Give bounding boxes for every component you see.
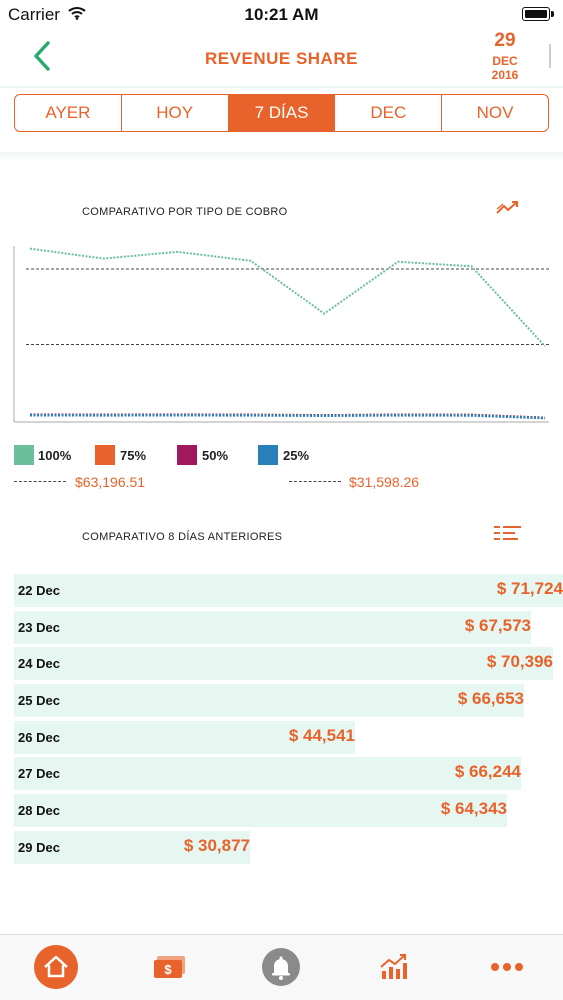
day-label: 28 Dec [18, 803, 60, 818]
bell-icon [262, 948, 300, 986]
day-label: 22 Dec [18, 583, 60, 598]
battery-icon [522, 7, 554, 21]
legend-swatch-100 [14, 445, 34, 465]
reference-line-key-1 [14, 481, 66, 482]
tab-home[interactable] [34, 945, 78, 989]
tab-ayer[interactable]: AYER [15, 95, 122, 131]
day-row[interactable]: 24 Dec $ 70,396 [14, 647, 553, 680]
reference-value-1: $63,196.51 [75, 474, 146, 490]
day-value: $ 66,653 [457, 689, 524, 708]
day-label: 24 Dec [18, 656, 60, 671]
day-bar [14, 611, 531, 644]
day-label: 23 Dec [18, 620, 60, 635]
day-value: $ 64,343 [440, 799, 507, 818]
tab-dec[interactable]: DEC [335, 95, 443, 131]
header-divider [549, 44, 551, 68]
day-label: 26 Dec [18, 730, 60, 745]
list-sort-icon[interactable] [494, 525, 522, 541]
back-chevron-icon[interactable] [30, 40, 54, 72]
tab-more[interactable] [485, 945, 529, 989]
tab-nov[interactable]: NOV [476, 103, 514, 122]
day-bar [14, 647, 553, 680]
day-value: $ 30,877 [183, 836, 250, 855]
list-section-title: COMPARATIVO 8 DÍAS ANTERIORES [82, 531, 283, 543]
date-month[interactable]: DEC [492, 54, 518, 68]
period-segmented-control: AYER HOY 7 DÍAS DEC NOV [14, 94, 549, 132]
series-line-25 [29, 413, 546, 420]
day-bar [14, 794, 507, 827]
date-year[interactable]: 2016 [491, 68, 519, 82]
legend-swatch-75 [95, 445, 115, 465]
trend-chart-icon[interactable] [495, 198, 523, 216]
day-bar [14, 757, 521, 790]
day-row[interactable]: 26 Dec $ 44,541 [14, 721, 355, 754]
tab-money[interactable]: $ [148, 945, 192, 989]
home-icon [34, 945, 78, 989]
legend-swatch-50 [177, 445, 197, 465]
line-chart [13, 246, 549, 423]
tab-7-dias[interactable]: 7 DÍAS [228, 95, 336, 131]
day-value: $ 66,244 [454, 762, 521, 781]
carrier-label: Carrier [8, 5, 60, 24]
day-bar [14, 684, 524, 717]
chart-section-title: COMPARATIVO POR TIPO DE COBRO [82, 206, 288, 218]
day-row[interactable]: 23 Dec $ 67,573 [14, 611, 531, 644]
legend-label-100: 100% [38, 448, 72, 463]
day-row[interactable]: 29 Dec $ 30,877 [14, 831, 250, 864]
day-value: $ 44,541 [288, 726, 355, 745]
growth-chart-icon [380, 954, 407, 979]
day-value: $ 70,396 [486, 652, 553, 671]
day-bar [14, 574, 563, 607]
day-label: 25 Dec [18, 693, 60, 708]
series-line-100 [29, 247, 546, 347]
day-row[interactable]: 25 Dec $ 66,653 [14, 684, 524, 717]
clock: 10:21 AM [244, 5, 319, 24]
legend-label-25: 25% [283, 448, 310, 463]
day-row[interactable]: 22 Dec $ 71,724 [14, 574, 563, 607]
money-icon: $ [154, 956, 185, 978]
svg-text:$: $ [164, 962, 172, 977]
day-bar [14, 721, 355, 754]
day-row[interactable]: 28 Dec $ 64,343 [14, 794, 507, 827]
wifi-icon [68, 7, 86, 20]
tab-reports[interactable] [372, 945, 416, 989]
reference-value-2: $31,598.26 [349, 474, 420, 490]
reference-line-key-2 [289, 481, 341, 482]
day-row[interactable]: 27 Dec $ 66,244 [14, 757, 521, 790]
tab-notifications[interactable] [259, 945, 303, 989]
page-title: REVENUE SHARE [205, 49, 358, 68]
day-bar [14, 831, 250, 864]
status-bar: Carrier 10:21 AM [0, 0, 563, 30]
more-dots-icon [491, 963, 523, 971]
date-day[interactable]: 29 [494, 30, 516, 51]
day-label: 29 Dec [18, 840, 60, 855]
legend-swatch-25 [258, 445, 278, 465]
day-label: 27 Dec [18, 766, 60, 781]
header-separator [0, 86, 563, 88]
tab-hoy[interactable]: HOY [122, 95, 229, 131]
day-value: $ 71,724 [496, 579, 563, 598]
legend-label-75: 75% [120, 448, 147, 463]
legend-label-50: 50% [202, 448, 229, 463]
day-value: $ 67,573 [464, 616, 531, 635]
section-separator [0, 152, 563, 162]
